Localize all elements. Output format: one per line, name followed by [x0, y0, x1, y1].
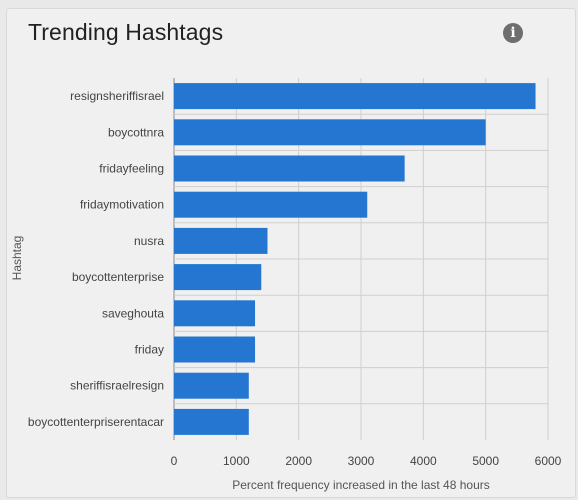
category-label: saveghouta	[102, 306, 164, 320]
category-label: boycottenterprise	[72, 270, 164, 284]
category-label: friday	[135, 343, 164, 357]
bar-boycottnra[interactable]	[174, 119, 486, 146]
bar-fridaymotivation[interactable]	[174, 191, 368, 218]
category-label: fridaymotivation	[80, 198, 164, 212]
category-labels: resignsheriffisrael boycottnra fridayfeeli…	[28, 89, 164, 429]
x-tick-label: 6000	[535, 454, 562, 468]
category-label: boycottenterpriserentacar	[28, 415, 164, 429]
x-tick-label: 3000	[348, 454, 375, 468]
bar-boycottenterprise[interactable]	[174, 264, 262, 291]
bar-sheriffisraelresign[interactable]	[174, 372, 249, 399]
bar-saveghouta[interactable]	[174, 300, 256, 327]
category-label: sheriffisraelresign	[70, 379, 164, 393]
x-axis-title: Percent frequency increased in the last …	[232, 478, 489, 492]
x-tick-label: 0	[171, 454, 178, 468]
chart-title: Trending Hashtags	[28, 19, 224, 45]
x-tick-label: 2000	[285, 454, 312, 468]
x-tick-label: 4000	[410, 454, 437, 468]
category-label: fridayfeeling	[99, 162, 164, 176]
x-tick-label: 5000	[472, 454, 499, 468]
category-label: boycottnra	[108, 125, 164, 139]
x-tick-label: 1000	[223, 454, 250, 468]
bar-fridayfeeling[interactable]	[174, 155, 405, 182]
bars	[174, 83, 536, 435]
bar-resignsheriffisrael[interactable]	[174, 83, 536, 110]
bar-boycottenterpriserentacar[interactable]	[174, 408, 249, 435]
x-tick-labels: 0 1000 2000 3000 4000 5000 6000	[171, 454, 562, 468]
y-axis-title: Hashtag	[10, 236, 24, 281]
info-icon[interactable]: i	[503, 23, 523, 43]
category-label: nusra	[134, 234, 164, 248]
bar-nusra[interactable]	[174, 227, 268, 254]
category-label: resignsheriffisrael	[70, 89, 164, 103]
bar-friday[interactable]	[174, 336, 256, 363]
